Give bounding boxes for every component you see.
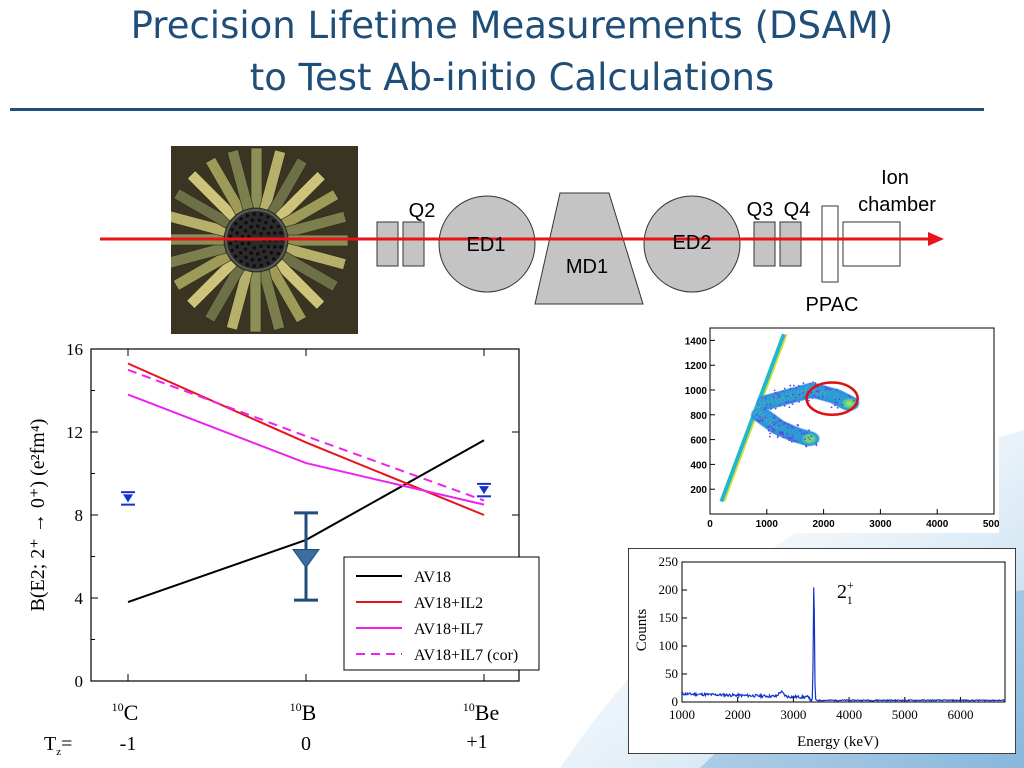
gamma-xtick-label: 2000	[725, 707, 751, 722]
ppac-detector	[821, 205, 839, 283]
pid-ytick-label: 400	[690, 460, 707, 471]
gamma-ytick-label: 250	[659, 554, 679, 569]
legend-label: AV18+IL7 (cor)	[414, 647, 518, 664]
pid-ytick-label: 200	[690, 485, 707, 496]
tz-value: 0	[301, 733, 311, 755]
ytick-label: 12	[66, 423, 83, 442]
experimental-point	[292, 511, 320, 602]
legend-label: AV18	[414, 569, 451, 586]
tz-value: -1	[120, 733, 137, 755]
series-av18-il7-cor-	[127, 368, 485, 502]
ytick-label: 16	[66, 340, 83, 359]
gamma-xlabel: Energy (keV)	[797, 734, 879, 750]
series-av18-il7	[127, 393, 485, 506]
gamma-xtick-label: 4000	[836, 707, 862, 722]
title-divider	[10, 108, 984, 111]
beam-arrow-head	[928, 232, 944, 246]
pid-frame	[709, 327, 995, 515]
pid-locus	[750, 404, 821, 448]
q4-magnet	[779, 221, 802, 267]
gamma-ytick-label: 200	[659, 582, 679, 597]
q1-magnet	[376, 221, 399, 267]
pid-xtick-label: 2000	[812, 519, 835, 530]
ed1-dipole	[438, 195, 536, 293]
gamma-xtick-label: 1000	[669, 707, 695, 722]
gamma-frame	[681, 561, 1006, 703]
md1-magnet	[534, 192, 644, 305]
y-axis-label: B(E2; 2⁺ → 0⁺) (e²fm⁴)	[27, 419, 49, 612]
label-q2: Q2	[409, 200, 436, 222]
gamma-xtick-label: 6000	[947, 707, 973, 722]
spectrum-line	[681, 587, 1005, 703]
label-ed1: ED1	[467, 234, 506, 256]
label-ppac: PPAC	[806, 294, 859, 316]
legend-label: AV18+IL7	[414, 621, 483, 638]
gamma-ylabel: Counts	[634, 609, 650, 652]
gamma-ytick-label: 0	[672, 694, 679, 709]
pid-ytick-label: 600	[690, 436, 707, 447]
label-q4: Q4	[784, 199, 811, 221]
category-label: 10C	[112, 700, 139, 725]
experimental-point	[121, 491, 135, 506]
legend-label: AV18+IL2	[414, 595, 483, 612]
label-md1: MD1	[566, 256, 608, 278]
gate-ellipse	[805, 381, 859, 417]
be2-chart: 0 4 8 12 16 B(E2; 2⁺ → 0⁺) (e²fm⁴) 10C -1 10B 0…	[0, 336, 545, 768]
pid-xtick-label: 0	[707, 519, 713, 530]
label-q3: Q3	[747, 199, 774, 221]
peak-label: 2+ 1	[837, 578, 854, 607]
gamma-spectrum-plot: 1000 2000 3000 4000 5000 6000050100150200250 …	[628, 548, 1016, 754]
category-label: 10B	[290, 700, 317, 725]
q2-magnet	[402, 221, 425, 267]
ytick-label: 8	[75, 506, 84, 525]
beamline-schematic: Q2 ED1 MD1 ED2 Q3 Q4 Ion chamber PPAC	[100, 167, 944, 316]
pid-ytick-label: 1200	[685, 361, 708, 372]
ed2-dipole	[643, 195, 741, 293]
pid-xtick-label: 4000	[926, 519, 949, 530]
label-ion: Ion	[881, 167, 909, 189]
experimental-point	[477, 482, 491, 498]
label-chamber: chamber	[858, 194, 936, 216]
ion-chamber	[842, 221, 901, 267]
pid-ytick-label: 1000	[685, 386, 708, 397]
pid-xtick-label: 3000	[869, 519, 892, 530]
tz-value: +1	[466, 731, 487, 753]
gamma-xtick-label: 5000	[892, 707, 918, 722]
particle-id-plot: 0 1000 2000 3000 4000 5000 200 400 600 800 1000 120…	[679, 323, 999, 533]
pid-xtick-label: 5000	[983, 519, 999, 530]
label-ed2: ED2	[673, 232, 712, 254]
gamma-xtick-label: 3000	[780, 707, 806, 722]
tz-label: Tz=	[44, 733, 72, 758]
gamma-ytick-label: 50	[665, 666, 678, 681]
slide-title-line2: to Test Ab-initio Calculations	[249, 56, 775, 99]
pid-ytick-label: 800	[690, 411, 707, 422]
gamma-ytick-label: 100	[659, 638, 679, 653]
gamma-ytick-label: 150	[659, 610, 679, 625]
ytick-label: 0	[75, 672, 84, 691]
pid-xtick-label: 1000	[756, 519, 779, 530]
slide-title-line1: Precision Lifetime Measurements (DSAM)	[130, 4, 894, 47]
ytick-label: 4	[75, 589, 84, 608]
q3-magnet	[753, 221, 776, 267]
pid-ytick-label: 1400	[685, 336, 708, 347]
category-label: 10Be	[463, 700, 499, 725]
